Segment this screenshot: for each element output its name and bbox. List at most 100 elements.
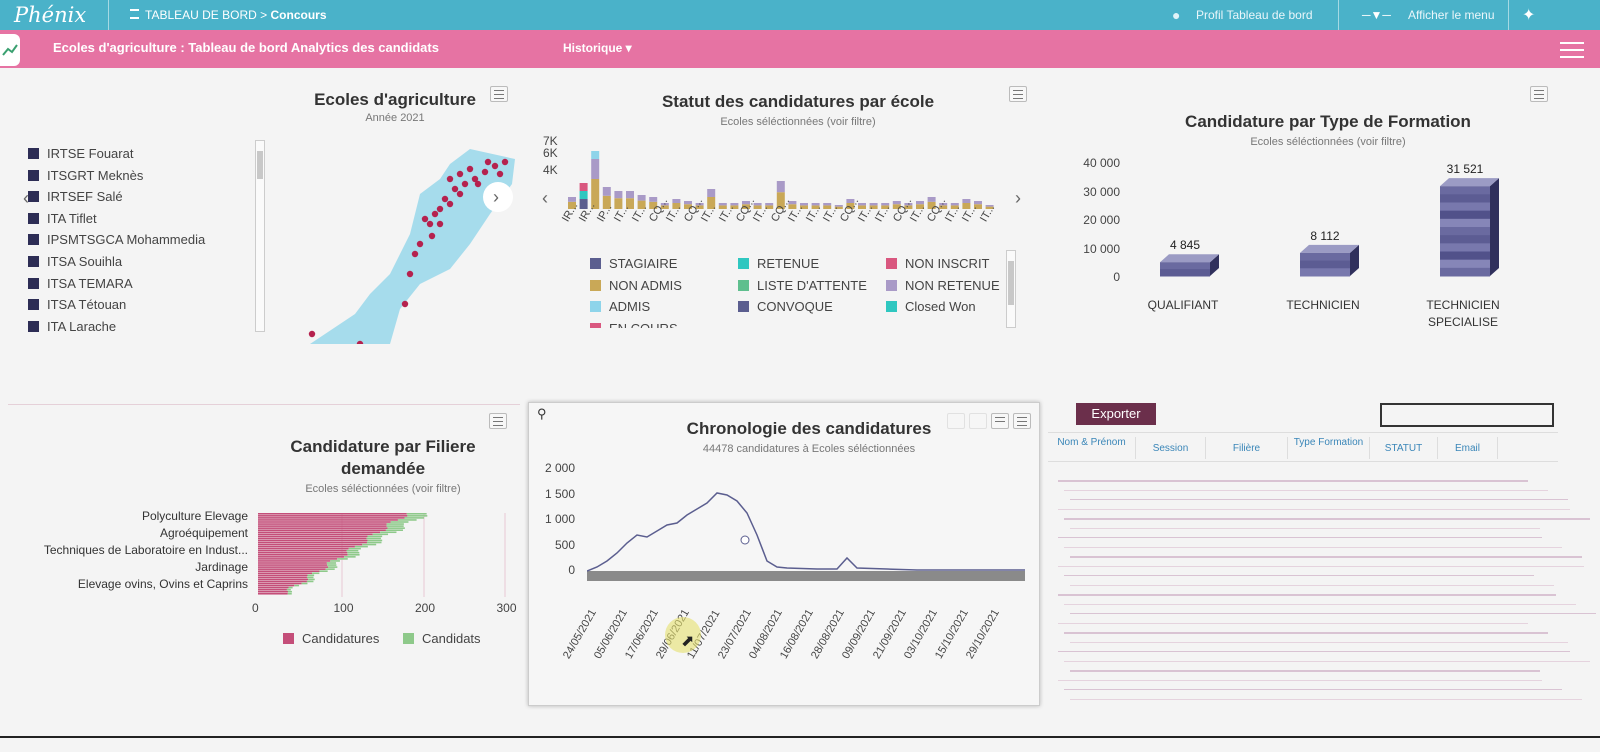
status-bar-segment[interactable] [800, 203, 808, 206]
filter-button[interactable] [991, 413, 1009, 429]
chrono-line-chart[interactable] [587, 473, 1027, 583]
show-menu-icon[interactable]: ─▼─ [1362, 8, 1391, 22]
profile-link[interactable]: Profil Tableau de bord [1196, 8, 1313, 22]
filiere-bar-candidats[interactable] [406, 513, 427, 515]
filiere-bar[interactable] [258, 574, 308, 577]
status-bar-segment[interactable] [602, 187, 611, 196]
status-bar-segment[interactable] [869, 205, 878, 209]
filiere-bar[interactable] [258, 523, 387, 525]
status-bar-segment[interactable] [927, 201, 936, 209]
status-bar-segment[interactable] [579, 199, 588, 209]
school-list-item[interactable]: ITSA Tétouan [28, 297, 126, 312]
filiere-bar[interactable] [258, 547, 349, 550]
status-bar-segment[interactable] [950, 205, 959, 209]
map-pin[interactable] [481, 168, 489, 176]
filiere-bar-candidats[interactable] [386, 525, 404, 527]
export-button[interactable]: Exporter [1076, 403, 1156, 425]
status-bar-segment[interactable] [626, 198, 634, 209]
status-bar-segment[interactable] [742, 204, 750, 209]
status-bar-segment[interactable] [985, 206, 994, 209]
filiere-bar-candidats[interactable] [385, 529, 403, 531]
status-bar-segment[interactable] [834, 205, 843, 207]
status-bar-segment[interactable] [660, 203, 669, 206]
filiere-bar[interactable] [258, 537, 367, 540]
status-bar-segment[interactable] [579, 191, 588, 199]
filiere-bar-candidats[interactable] [366, 541, 382, 544]
school-list-scrollbar[interactable] [255, 140, 265, 332]
filiere-bar-candidats[interactable] [327, 564, 337, 566]
filiere-bar[interactable] [258, 539, 368, 542]
status-bar-segment[interactable] [811, 205, 820, 209]
filiere-bar-candidats[interactable] [286, 588, 291, 591]
status-bar-segment[interactable] [753, 205, 762, 209]
status-bar-segment[interactable] [892, 201, 901, 205]
map-pin[interactable] [451, 185, 459, 193]
map-pin[interactable] [501, 158, 509, 166]
map-pin[interactable] [406, 270, 414, 278]
table-column-header[interactable]: Nom & Prénom [1048, 437, 1136, 459]
filiere-bar[interactable] [258, 525, 387, 527]
status-bar-segment[interactable] [776, 181, 785, 193]
chevron-left-icon[interactable]: ‹ [542, 188, 548, 208]
panel-menu-button[interactable] [1009, 86, 1027, 102]
filiere-bar-candidats[interactable] [372, 533, 389, 536]
filiere-bar[interactable] [258, 529, 386, 531]
morocco-map[interactable] [300, 144, 520, 344]
legend-scrollbar[interactable] [1006, 250, 1016, 328]
filiere-bar-candidats[interactable] [386, 523, 404, 525]
school-list-item[interactable]: ITA Larache [28, 319, 116, 332]
table-column-header[interactable]: Filière [1206, 437, 1288, 459]
filiere-bar[interactable] [258, 588, 287, 591]
school-list-item[interactable]: ITSA Souihla [28, 254, 122, 269]
filiere-bar-candidats[interactable] [380, 531, 397, 534]
status-bar-segment[interactable] [962, 203, 971, 209]
status-bar-segment[interactable] [649, 201, 658, 209]
filiere-bar-candidats[interactable] [354, 545, 368, 548]
filiere-bar[interactable] [258, 549, 347, 552]
status-bar-segment[interactable] [707, 189, 716, 197]
status-bar-segment[interactable] [834, 206, 843, 209]
filiere-bar[interactable] [258, 515, 408, 517]
map-pin[interactable] [491, 162, 499, 170]
status-bar-segment[interactable] [881, 205, 890, 209]
status-bar-segment[interactable] [950, 203, 959, 206]
status-bar-segment[interactable] [788, 201, 797, 205]
filiere-bar[interactable] [258, 531, 381, 534]
map-pin[interactable] [426, 220, 434, 228]
filiere-bar[interactable] [258, 564, 328, 566]
filiere-bar-candidats[interactable] [346, 549, 359, 552]
status-bar-segment[interactable] [591, 179, 600, 209]
status-bar-segment[interactable] [742, 201, 750, 205]
filiere-bar-candidats[interactable] [308, 578, 315, 581]
filiere-bar-candidats[interactable] [327, 566, 338, 568]
status-bar-segment[interactable] [718, 203, 727, 206]
status-bar-segment[interactable] [846, 199, 855, 203]
hamburger-icon[interactable] [1560, 42, 1584, 63]
filiere-bar-candidats[interactable] [344, 556, 356, 558]
status-bar-segment[interactable] [823, 203, 832, 206]
filiere-bar[interactable] [258, 578, 309, 581]
chevron-left-icon[interactable]: ‹ [23, 188, 29, 208]
filiere-bar-candidats[interactable] [367, 539, 383, 542]
status-bar-segment[interactable] [788, 204, 797, 209]
filiere-bar-candidats[interactable] [306, 576, 314, 579]
status-bar-segment[interactable] [985, 205, 994, 207]
filiere-bar[interactable] [258, 517, 405, 519]
filiere-bar[interactable] [258, 572, 313, 575]
status-bar-segment[interactable] [684, 204, 692, 209]
status-bar-segment[interactable] [858, 205, 866, 209]
school-list-item[interactable]: IRTSEF Salé [28, 189, 123, 204]
filiere-bar[interactable] [258, 580, 307, 583]
filiere-bar[interactable] [258, 570, 320, 572]
filiere-bar-candidats[interactable] [325, 568, 335, 570]
filiere-bar[interactable] [258, 584, 295, 587]
filiere-bar-candidats[interactable] [390, 521, 409, 523]
filiere-bar-candidats[interactable] [407, 515, 428, 517]
map-pin[interactable] [436, 220, 444, 228]
status-bar-segment[interactable] [568, 197, 576, 202]
status-bar-segment[interactable] [846, 203, 855, 209]
school-list-item[interactable]: ITSA TEMARA [28, 276, 133, 291]
filiere-bar[interactable] [258, 545, 355, 548]
status-legend-item[interactable]: NON RETENUE [886, 278, 1000, 293]
status-bar-segment[interactable] [672, 199, 681, 203]
